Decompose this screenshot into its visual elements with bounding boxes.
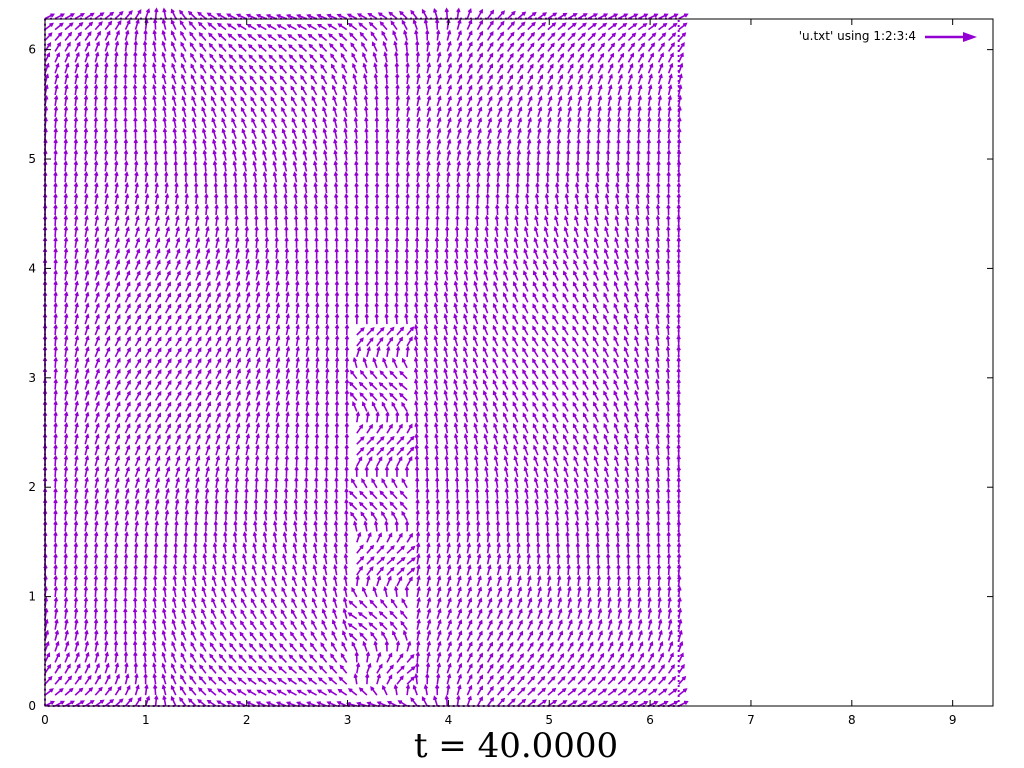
- y-tick-label: 4: [28, 261, 36, 275]
- x-axis-ticks: 0 1 2 3 4 5 6 7 8 9: [41, 19, 956, 727]
- x-tick-label: 4: [445, 713, 453, 727]
- legend: 'u.txt' using 1:2:3:4: [799, 29, 977, 43]
- y-axis-ticks: 0 1 2 3 4 5 6: [28, 43, 993, 713]
- y-tick-label: 1: [28, 590, 36, 604]
- x-tick-label: 9: [949, 713, 957, 727]
- x-tick-label: 6: [646, 713, 654, 727]
- x-tick-label: 8: [848, 713, 856, 727]
- vector-arrows: [42, 7, 689, 707]
- legend-label: 'u.txt' using 1:2:3:4: [799, 29, 916, 43]
- x-tick-label: 1: [142, 713, 150, 727]
- x-tick-label: 2: [243, 713, 251, 727]
- chart-title: t = 40.0000: [414, 726, 618, 766]
- y-tick-label: 2: [28, 480, 36, 494]
- y-tick-label: 0: [28, 699, 36, 713]
- legend-arrow-head: [963, 32, 977, 42]
- x-tick-label: 3: [344, 713, 352, 727]
- x-tick-label: 5: [545, 713, 553, 727]
- y-tick-label: 6: [28, 43, 36, 57]
- plot-frame: [44, 18, 994, 707]
- y-tick-label: 5: [28, 152, 36, 166]
- x-tick-label: 0: [41, 713, 49, 727]
- vector-arrow-heads: [42, 7, 689, 707]
- y-tick-label: 3: [28, 371, 36, 385]
- vector-arrow-shafts: [44, 9, 688, 707]
- x-tick-label: 7: [747, 713, 755, 727]
